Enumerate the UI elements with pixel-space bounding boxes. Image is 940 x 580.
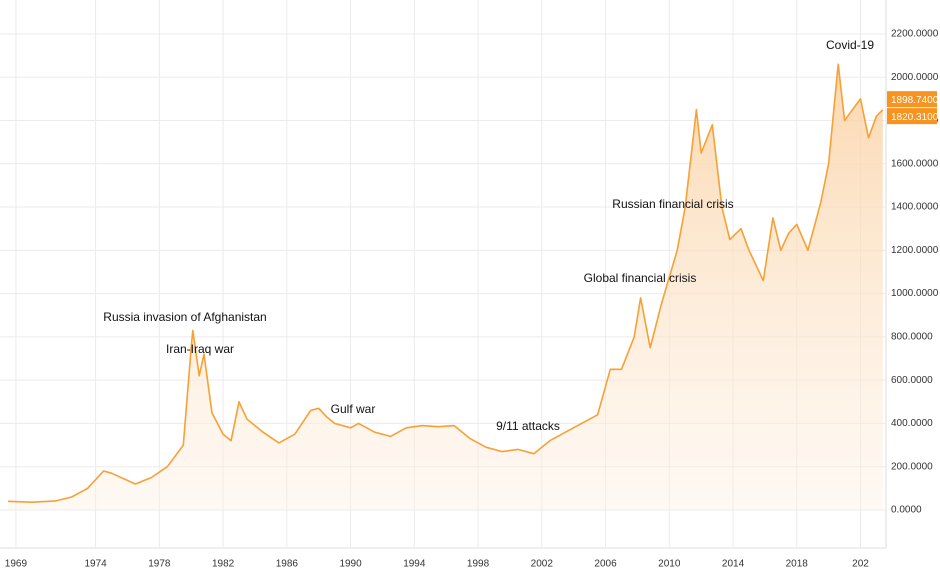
annotation: Iran-Iraq war (166, 342, 234, 356)
x-tick-label: 1974 (84, 559, 107, 570)
annotation: Russia invasion of Afghanistan (103, 310, 266, 324)
x-tick-label: 2006 (594, 559, 617, 570)
last-value-box (887, 91, 937, 108)
x-tick-label: 202 (852, 559, 869, 570)
last-value-label: 1820.3100 (891, 112, 939, 123)
y-tick-label: 2200.0000 (891, 29, 939, 40)
x-tick-label: 1990 (339, 559, 362, 570)
annotation: Covid-19 (826, 38, 874, 52)
x-tick-label: 2014 (722, 559, 745, 570)
x-tick-label: 1982 (212, 559, 235, 570)
area-fill (7, 64, 883, 510)
last-value-box (887, 108, 937, 125)
annotation: Russian financial crisis (612, 197, 733, 211)
annotation: Gulf war (331, 402, 376, 416)
y-tick-label: 1000.0000 (891, 288, 939, 299)
x-tick-label: 2010 (658, 559, 681, 570)
x-tick-label: 2002 (531, 559, 554, 570)
y-tick-label: 2000.0000 (891, 72, 939, 83)
y-tick-label: 600.0000 (891, 375, 933, 386)
y-tick-label: 200.0000 (891, 461, 933, 472)
y-tick-label: 1400.0000 (891, 202, 939, 213)
x-tick-label: 1986 (276, 559, 299, 570)
x-tick-label: 2018 (786, 559, 809, 570)
y-tick-label: 1600.0000 (891, 158, 939, 169)
x-tick-label: 1994 (403, 559, 426, 570)
x-tick-label: 1998 (467, 559, 490, 570)
annotation: Global financial crisis (584, 271, 697, 285)
y-tick-label: 800.0000 (891, 332, 933, 343)
price-line (7, 63, 884, 503)
x-tick-label: 1969 (5, 559, 28, 570)
y-tick-label: 400.0000 (891, 418, 933, 429)
last-value-label: 1898.7400 (891, 95, 939, 106)
x-tick-label: 1978 (148, 559, 171, 570)
annotation: 9/11 attacks (496, 419, 560, 433)
y-tick-label: 1200.0000 (891, 245, 939, 256)
y-tick-label: 0.0000 (891, 505, 922, 516)
